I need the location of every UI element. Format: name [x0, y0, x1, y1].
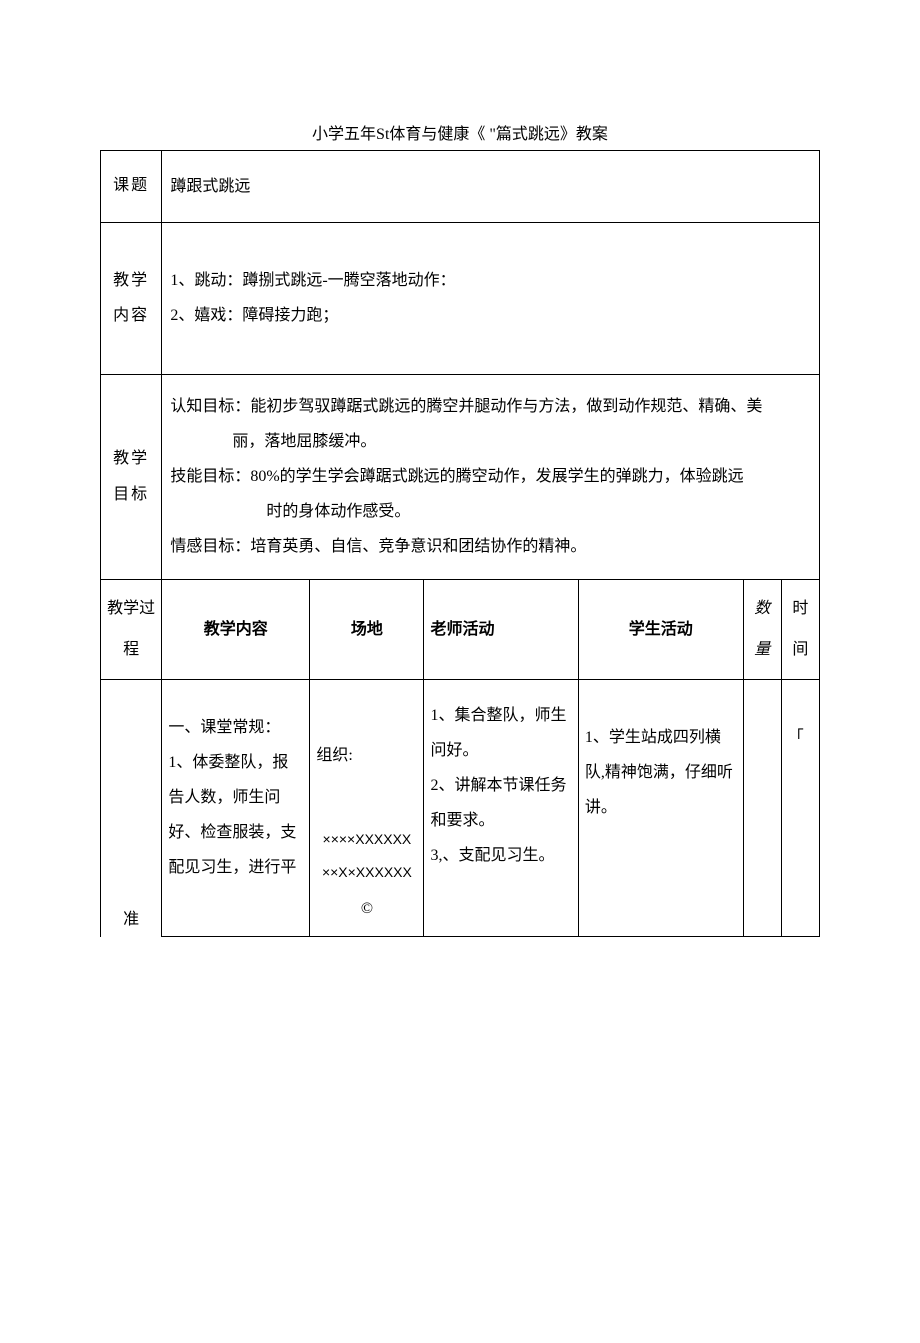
body1-field-l1: 组织: [316, 738, 417, 773]
row-teaching-content: 教学内容 1、跳动：蹲捌式跳远-一腾空落地动作： 2、嬉戏：障碍接力跑； [101, 223, 820, 374]
header-process: 教学过程 [101, 579, 162, 679]
body1-student-l1: 1、学生站成四列横队,精神饱满，仔细听讲。 [585, 720, 737, 826]
body1-content-l2: 1、体委整队，报告人数，师生问好、检查服装，支配见习生，进行平 [168, 745, 303, 886]
teaching-content-line2: 2、嬉戏：障碍接力跑； [170, 298, 811, 333]
label-teaching-goal: 教学目标 [101, 374, 162, 579]
goal-line2b: 时的身体动作感受。 [170, 494, 811, 529]
label-topic-text: 课题 [107, 164, 155, 209]
label-topic: 课题 [101, 151, 162, 223]
body1-time: 「 [781, 679, 819, 937]
header-time: 时间 [781, 579, 819, 679]
body1-content: 一、课堂常规： 1、体委整队，报告人数，师生问好、检查服装，支配见习生，进行平 [162, 679, 310, 937]
lesson-plan-table: 课题 蹲跟式跳远 教学内容 1、跳动：蹲捌式跳远-一腾空落地动作： 2、嬉戏：障… [100, 150, 820, 937]
row-header: 教学过程 教学内容 场地 老师活动 学生活动 数量 时间 [101, 579, 820, 679]
goal-line2: 技能目标：80%的学生学会蹲踞式跳远的腾空动作，发展学生的弹跳力，体验跳远 [170, 459, 811, 494]
row-teaching-goal: 教学目标 认知目标：能初步驾驭蹲踞式跳远的腾空并腿动作与方法，做到动作规范、精确… [101, 374, 820, 579]
document-title: 小学五年St体育与健康《 "篇式跳远》教案 [100, 120, 820, 144]
body1-teacher-l3: 3,、支配见习生。 [430, 838, 571, 873]
body1-time-text: 「 [788, 720, 813, 755]
header-teacher: 老师活动 [424, 579, 578, 679]
value-teaching-content: 1、跳动：蹲捌式跳远-一腾空落地动作： 2、嬉戏：障碍接力跑； [162, 223, 820, 374]
goal-line3: 情感目标：培育英勇、自信、竞争意识和团结协作的精神。 [170, 529, 811, 564]
header-time-text: 时间 [788, 588, 813, 671]
page-container: 小学五年St体育与健康《 "篇式跳远》教案 课题 蹲跟式跳远 教学内容 1、跳动… [0, 0, 920, 937]
teaching-content-line1: 1、跳动：蹲捌式跳远-一腾空落地动作： [170, 263, 811, 298]
header-field: 场地 [310, 579, 424, 679]
body1-field-l4: © [316, 890, 417, 928]
label-teaching-goal-text: 教学目标 [107, 441, 155, 511]
header-content: 教学内容 [162, 579, 310, 679]
header-process-text: 教学过程 [107, 588, 155, 671]
body1-teacher-l1: 1、集合整队，师生问好。 [430, 698, 571, 768]
body1-teacher-l2: 2、讲解本节课任务和要求。 [430, 768, 571, 838]
row-body-1: 准 一、课堂常规： 1、体委整队，报告人数，师生问好、检查服装，支配见习生，进行… [101, 679, 820, 937]
body1-field: 组织: ××××XXXXXX ××X×XXXXXX © [310, 679, 424, 937]
body1-process-text: 准 [107, 902, 155, 937]
body1-field-l2: ××××XXXXXX [316, 823, 417, 857]
body1-process: 准 [101, 679, 162, 937]
body1-teacher: 1、集合整队，师生问好。 2、讲解本节课任务和要求。 3,、支配见习生。 [424, 679, 578, 937]
goal-line1: 认知目标：能初步驾驭蹲踞式跳远的腾空并腿动作与方法，做到动作规范、精确、美 [170, 389, 811, 424]
header-qty-text: 数量 [750, 588, 775, 671]
label-teaching-content: 教学内容 [101, 223, 162, 374]
goal-line1b: 丽，落地屈膝缓冲。 [170, 424, 811, 459]
body1-content-l1: 一、课堂常规： [168, 710, 303, 745]
label-teaching-content-text: 教学内容 [107, 263, 155, 333]
body1-student: 1、学生站成四列横队,精神饱满，仔细听讲。 [578, 679, 743, 937]
body1-field-l3: ××X×XXXXXX [316, 856, 417, 890]
value-teaching-goal: 认知目标：能初步驾驭蹲踞式跳远的腾空并腿动作与方法，做到动作规范、精确、美 丽，… [162, 374, 820, 579]
header-qty: 数量 [743, 579, 781, 679]
body1-qty [743, 679, 781, 937]
value-topic: 蹲跟式跳远 [162, 151, 820, 223]
header-student: 学生活动 [578, 579, 743, 679]
row-topic: 课题 蹲跟式跳远 [101, 151, 820, 223]
